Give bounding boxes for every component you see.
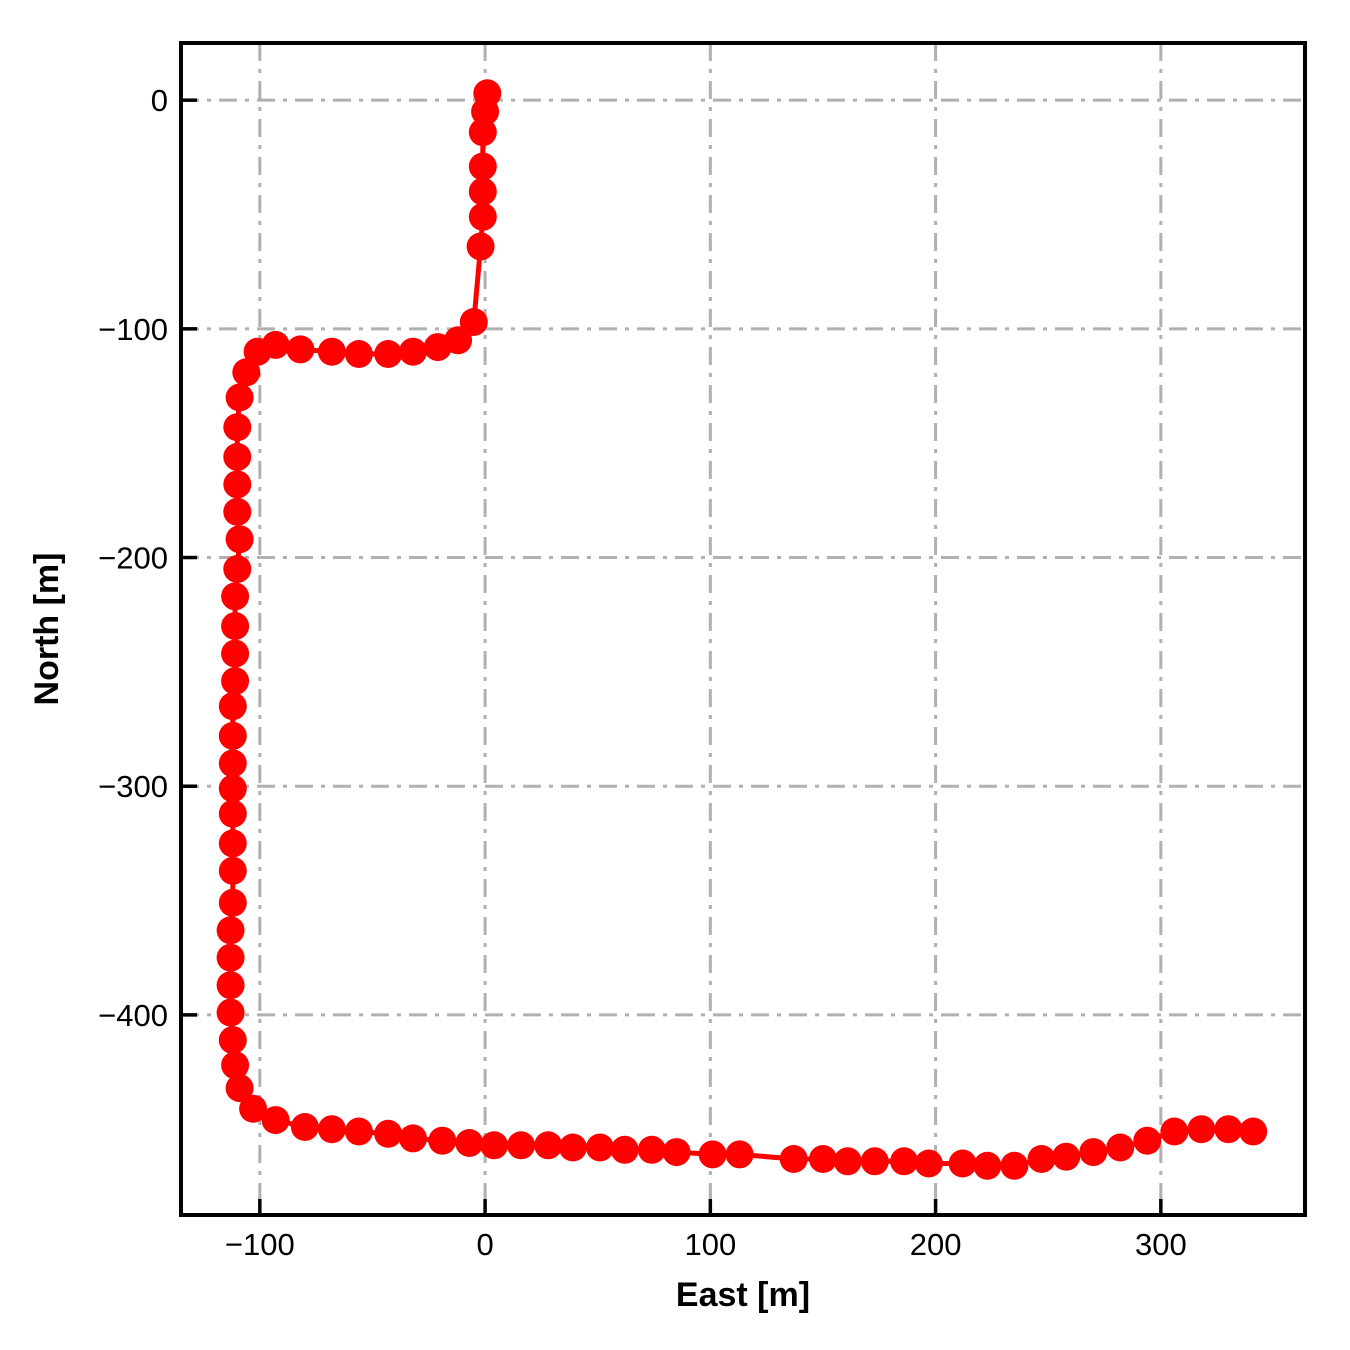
trajectory-marker [225, 383, 254, 412]
trajectory-line [228, 90, 1256, 1169]
trajectory-marker [218, 829, 247, 858]
x-tick-label: 0 [476, 1227, 493, 1262]
y-tick-label: 0 [151, 83, 168, 118]
trajectory-marker [698, 1140, 727, 1169]
trajectory-marker [423, 333, 452, 362]
trajectory-marker [1133, 1126, 1162, 1155]
trajectory-marker [218, 1026, 247, 1055]
trajectory-marker [725, 1140, 754, 1169]
trajectory-marker [216, 971, 245, 1000]
trajectory-marker [218, 749, 247, 778]
trajectory-marker [344, 340, 373, 368]
trajectory-marker [399, 337, 427, 366]
trajectory-marker [973, 1151, 1002, 1180]
trajectory-marker [779, 1145, 808, 1173]
trajectory-marker [914, 1149, 943, 1178]
trajectory-marker [221, 612, 250, 641]
trajectory-marker [221, 639, 250, 668]
trajectory-marker [1079, 1138, 1108, 1167]
trajectory-marker [558, 1133, 587, 1162]
trajectory-marker [223, 470, 252, 499]
plot-frame [179, 41, 1307, 1217]
trajectory-marker [218, 692, 247, 721]
trajectory-marker [221, 667, 250, 695]
trajectory-marker [948, 1149, 977, 1178]
trajectory-marker [218, 774, 247, 803]
trajectory-marker [218, 721, 247, 750]
trajectory-marker [216, 916, 245, 945]
trajectory-marker [1027, 1145, 1056, 1173]
trajectory-marker [374, 340, 403, 368]
x-tick-label: 200 [910, 1227, 962, 1262]
y-axis-label: North [m] [28, 553, 66, 706]
trajectory-marker [468, 177, 497, 206]
trajectory-marker [1052, 1142, 1081, 1171]
trajectory-marker [466, 232, 495, 261]
trajectory-marker [221, 1051, 250, 1080]
x-tick-label: −100 [225, 1227, 295, 1262]
trajectory-marker [1214, 1115, 1243, 1144]
trajectory-marker [586, 1133, 614, 1162]
trajectory-marker [468, 118, 497, 147]
x-axis-label: East [m] [676, 1276, 810, 1314]
trajectory-marker [399, 1124, 427, 1153]
trajectory-marker [637, 1135, 666, 1164]
trajectory-marker [459, 308, 488, 336]
trajectory-marker [507, 1131, 536, 1160]
trajectory-marker [216, 943, 245, 972]
trajectory-marker [225, 1074, 254, 1103]
trajectory-marker [610, 1135, 639, 1164]
trajectory-marker [223, 497, 252, 526]
trajectory-marker [239, 1094, 268, 1123]
trajectory-marker [468, 202, 497, 231]
trajectory-marker [1239, 1117, 1268, 1146]
trajectory-marker [223, 555, 252, 583]
trajectory-marker [890, 1147, 919, 1176]
trajectory-marker [223, 413, 252, 442]
trajectory-marker [261, 1106, 290, 1135]
trajectory-marker [243, 337, 272, 366]
trajectory-marker [809, 1145, 837, 1173]
trajectory-marker [1106, 1133, 1135, 1162]
y-tick-label: −100 [98, 312, 168, 347]
trajectory-marker [480, 1131, 509, 1160]
trajectory-marker [860, 1147, 889, 1176]
trajectory-marker [1000, 1151, 1029, 1180]
x-tick-label: 100 [684, 1227, 736, 1262]
trajectory-marker [471, 97, 500, 126]
y-tick-label: −300 [98, 769, 168, 804]
trajectory-marker [317, 337, 346, 366]
trajectory-marker [1160, 1117, 1189, 1146]
trajectory-marker [286, 335, 315, 364]
trajectory-marker [468, 152, 497, 181]
trajectory-marker [218, 799, 247, 828]
trajectory-marker [428, 1126, 457, 1155]
trajectory-marker [455, 1129, 484, 1157]
trajectory-marker [232, 358, 261, 387]
x-tick-label: 300 [1135, 1227, 1187, 1262]
y-tick-label: −200 [98, 541, 168, 576]
trajectory-marker [317, 1115, 346, 1144]
trajectory-marker [534, 1131, 563, 1160]
trajectory-marker [1187, 1115, 1216, 1144]
trajectory-marker [221, 582, 250, 611]
trajectory-marker [290, 1113, 319, 1141]
trajectory-marker [218, 888, 247, 917]
trajectory-marker [216, 998, 245, 1027]
trajectory-marker [218, 856, 247, 885]
trajectory-marker [223, 442, 252, 471]
trajectory-marker [662, 1138, 691, 1167]
trajectory-marker [833, 1147, 862, 1176]
trajectory-marker [225, 525, 254, 554]
trajectory-marker [374, 1119, 403, 1148]
trajectory-marker [344, 1117, 373, 1146]
y-tick-label: −400 [98, 998, 168, 1033]
